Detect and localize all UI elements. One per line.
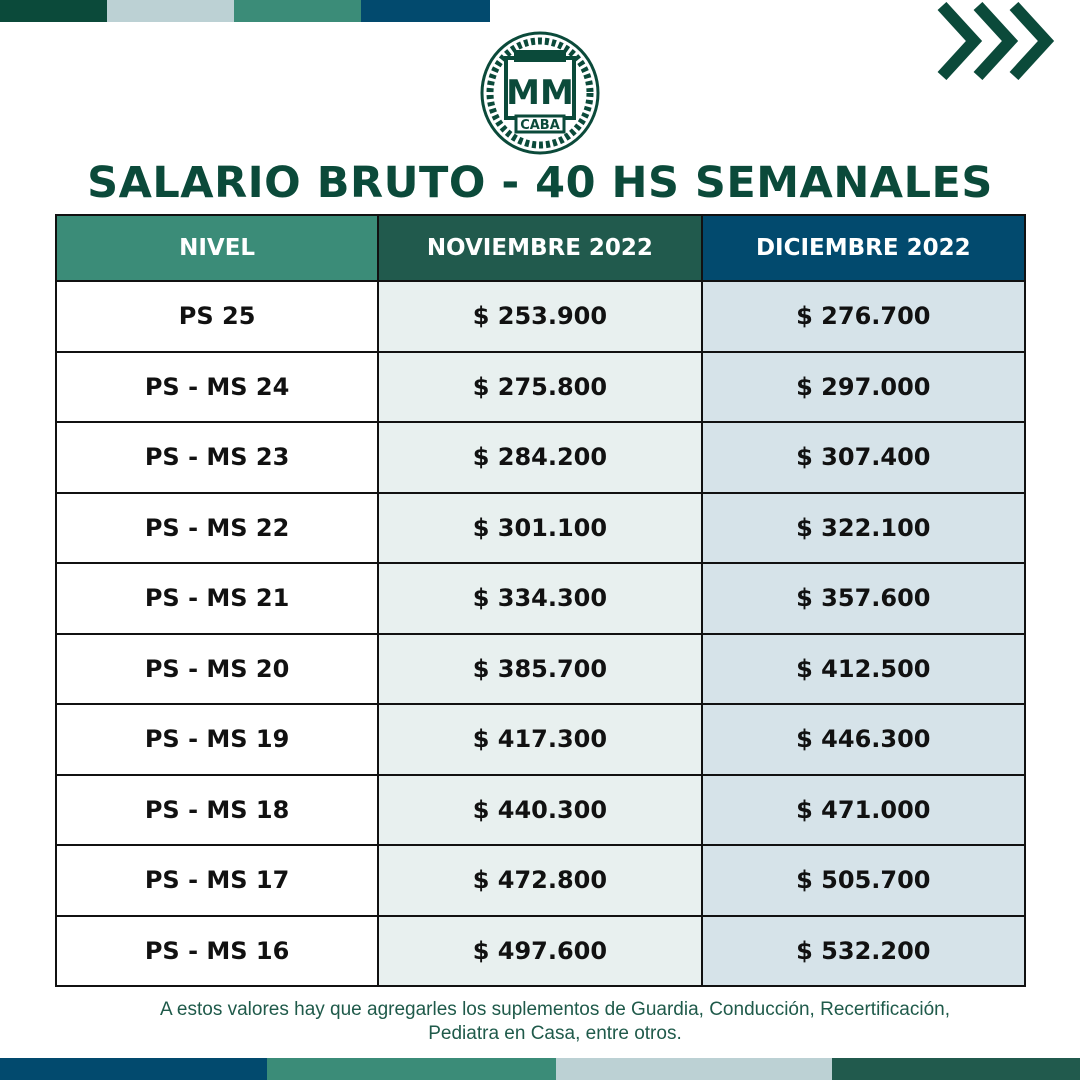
footnote-line: A estos valores hay que agregarles los s… [160,999,950,1020]
logo-seal: MM CABA [480,31,600,155]
cell-nivel: PS - MS 23 [54,421,380,494]
cell-noviembre: $ 275.800 [377,350,703,423]
cell-noviembre: $ 385.700 [377,632,703,705]
cell-diciembre: $ 297.000 [700,350,1027,423]
cell-diciembre: $ 471.000 [700,773,1027,846]
footnote-line: Pediatra en Casa, entre otros. [428,1023,682,1044]
cell-diciembre: $ 446.300 [700,703,1027,776]
cell-nivel: PS 25 [54,280,380,353]
cell-noviembre: $ 284.200 [377,421,703,494]
header-noviembre: NOVIEMBRE 2022 [377,214,703,282]
cell-diciembre: $ 412.500 [700,632,1027,705]
footnote: A estos valores hay que agregarles los s… [80,998,1030,1046]
table-row: PS - MS 19 $ 417.300 $ 446.300 [54,703,1027,776]
cell-noviembre: $ 417.300 [377,703,703,776]
decor-bar [234,0,361,22]
decor-bar [0,0,107,22]
decor-bar [107,0,234,22]
decor-bar [267,1058,556,1080]
table-row: PS - MS 20 $ 385.700 $ 412.500 [54,632,1027,705]
table-row: PS - MS 17 $ 472.800 $ 505.700 [54,844,1027,917]
cell-noviembre: $ 301.100 [377,491,703,564]
table-row: PS - MS 18 $ 440.300 $ 471.000 [54,773,1027,846]
cell-noviembre: $ 334.300 [377,562,703,635]
table-header-row: NIVEL NOVIEMBRE 2022 DICIEMBRE 2022 [54,214,1027,282]
decor-bar [832,1058,1080,1080]
decor-bar [556,1058,832,1080]
cell-noviembre: $ 253.900 [377,280,703,353]
cell-nivel: PS - MS 22 [54,491,380,564]
header-nivel: NIVEL [54,214,380,282]
table-row: PS - MS 16 $ 497.600 $ 532.200 [54,914,1027,987]
logo-subtext: CABA [520,118,560,133]
cell-diciembre: $ 276.700 [700,280,1027,353]
table-row: PS - MS 21 $ 334.300 $ 357.600 [54,562,1027,635]
table-row: PS - MS 23 $ 284.200 $ 307.400 [54,421,1027,494]
decor-bar [0,1058,267,1080]
cell-noviembre: $ 440.300 [377,773,703,846]
cell-nivel: PS - MS 19 [54,703,380,776]
cell-noviembre: $ 497.600 [377,914,703,987]
table-row: PS - MS 24 $ 275.800 $ 297.000 [54,350,1027,423]
header-diciembre: DICIEMBRE 2022 [700,214,1027,282]
cell-diciembre: $ 532.200 [700,914,1027,987]
page-title: SALARIO BRUTO - 40 HS SEMANALES [87,158,993,208]
cell-nivel: PS - MS 16 [54,914,380,987]
cell-nivel: PS - MS 21 [54,562,380,635]
cell-nivel: PS - MS 17 [54,844,380,917]
cell-nivel: PS - MS 18 [54,773,380,846]
cell-nivel: PS - MS 20 [54,632,380,705]
cell-noviembre: $ 472.800 [377,844,703,917]
decor-bar [361,0,490,22]
table-row: PS 25 $ 253.900 $ 276.700 [54,280,1027,353]
cell-diciembre: $ 505.700 [700,844,1027,917]
salary-table: NIVEL NOVIEMBRE 2022 DICIEMBRE 2022 PS 2… [54,214,1027,987]
cell-diciembre: $ 357.600 [700,562,1027,635]
cell-diciembre: $ 322.100 [700,491,1027,564]
table-row: PS - MS 22 $ 301.100 $ 322.100 [54,491,1027,564]
cell-diciembre: $ 307.400 [700,421,1027,494]
logo-text: MM [506,73,574,113]
cell-nivel: PS - MS 24 [54,350,380,423]
chevrons-right-icon [937,2,1055,80]
